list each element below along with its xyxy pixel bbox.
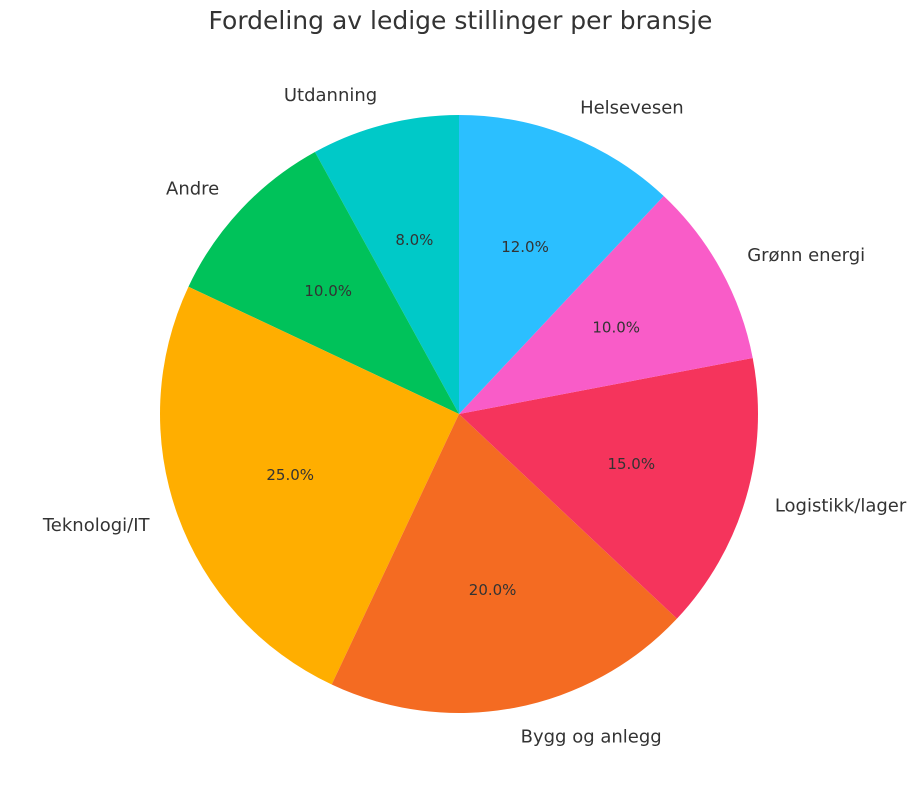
pie-pct-label-4: 15.0%	[607, 455, 655, 473]
pie-pct-label-3: 20.0%	[469, 581, 517, 599]
pie-category-label-0: Utdanning	[284, 85, 377, 106]
pie-slice-1	[188, 151, 459, 414]
pie-pct-label-2: 25.0%	[266, 466, 314, 484]
pie-slice-5	[459, 196, 753, 414]
pie-category-label-1: Andre	[166, 178, 219, 199]
pie-slice-4	[459, 357, 758, 619]
pie-pct-label-5: 10.0%	[592, 319, 640, 337]
pie-slice-2	[160, 286, 459, 685]
pie-category-label-6: Helsevesen	[580, 98, 684, 119]
pie-labels: 8.0% Utdanning 10.0% Andre 25.0% Teknologi/IT…	[42, 85, 907, 748]
pie-slice-6	[459, 115, 664, 414]
pie-category-label-5: Grønn energi	[747, 245, 865, 266]
pie-pct-label-0: 8.0%	[395, 231, 433, 249]
pie-pct-label-6: 12.0%	[501, 238, 549, 256]
pie-pct-label-1: 10.0%	[304, 282, 352, 300]
pie-category-label-3: Bygg og anlegg	[521, 727, 662, 748]
chart-title: Fordeling av ledige stillinger per brans…	[208, 6, 713, 35]
pie-slice-3	[331, 414, 677, 713]
pie-category-label-4: Logistikk/lager	[775, 495, 907, 516]
pie-category-label-2: Teknologi/IT	[42, 515, 151, 536]
pie-slices	[160, 115, 758, 713]
pie-slice-0	[314, 115, 459, 414]
